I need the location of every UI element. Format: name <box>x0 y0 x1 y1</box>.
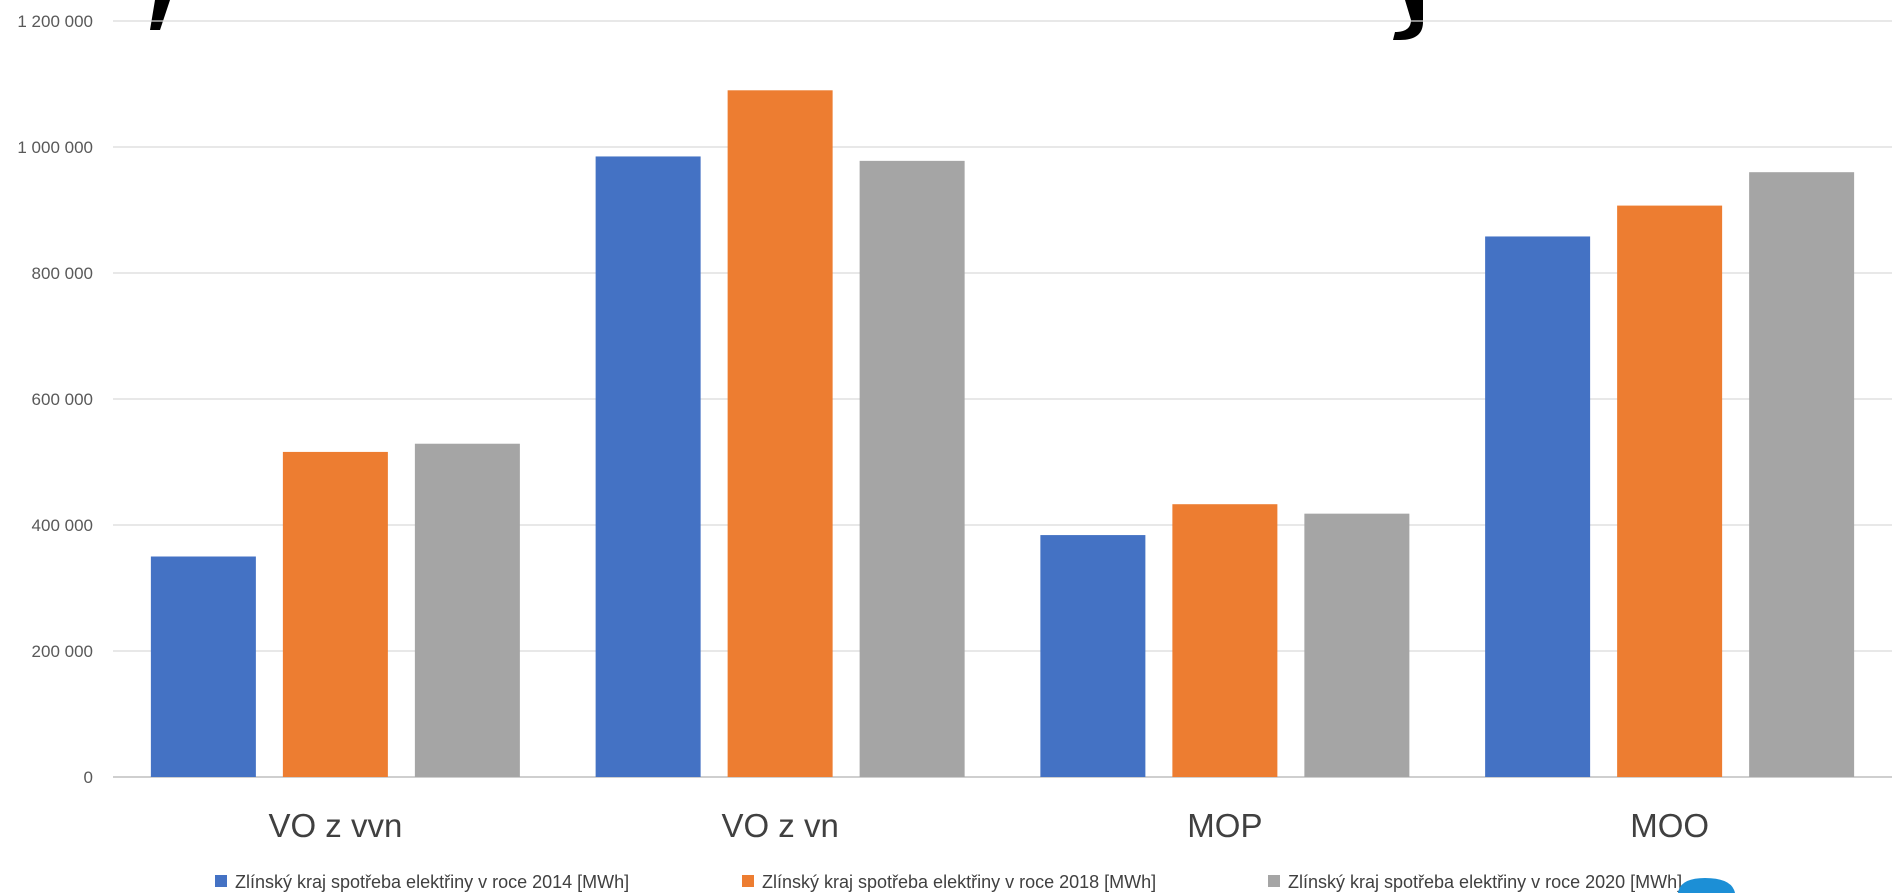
bar <box>150 556 256 777</box>
corner-decoration <box>1678 878 1735 893</box>
y-tick-label: 1 000 000 <box>17 138 93 157</box>
bar <box>414 443 520 777</box>
legend-label: Zlínský kraj spotřeba elektřiny v roce 2… <box>762 872 1156 892</box>
y-tick-label: 400 000 <box>32 516 93 535</box>
title-fragments <box>150 0 1423 40</box>
bar <box>1749 172 1855 777</box>
bar <box>595 156 701 777</box>
bar <box>1617 205 1723 778</box>
bar <box>727 90 833 778</box>
legend-swatch <box>1268 875 1280 887</box>
bar <box>282 451 388 777</box>
bars <box>150 90 1855 778</box>
x-category-label: VO z vvn <box>268 807 402 844</box>
legend: Zlínský kraj spotřeba elektřiny v roce 2… <box>215 872 1682 892</box>
bar <box>1485 236 1591 777</box>
bar <box>859 160 965 778</box>
y-axis-tick-labels: 0 200 000 400 000 600 000 800 000 1 000 000 1 … <box>17 12 93 787</box>
bar <box>1172 504 1278 777</box>
y-tick-label: 0 <box>84 768 93 787</box>
y-tick-label: 1 200 000 <box>17 12 93 31</box>
x-axis-category-labels: VO z vvn VO z vn MOP MOO <box>268 807 1709 844</box>
y-tick-label: 200 000 <box>32 642 93 661</box>
bar <box>1040 535 1146 777</box>
x-category-label: MOP <box>1187 807 1262 844</box>
legend-label: Zlínský kraj spotřeba elektřiny v roce 2… <box>1288 872 1682 892</box>
legend-label: Zlínský kraj spotřeba elektřiny v roce 2… <box>235 872 629 892</box>
bar <box>1304 513 1410 777</box>
legend-swatch <box>742 875 754 887</box>
x-category-label: MOO <box>1630 807 1709 844</box>
x-category-label: VO z vn <box>721 807 838 844</box>
legend-swatch <box>215 875 227 887</box>
gridlines <box>113 20 1892 778</box>
y-tick-label: 800 000 <box>32 264 93 283</box>
y-tick-label: 600 000 <box>32 390 93 409</box>
